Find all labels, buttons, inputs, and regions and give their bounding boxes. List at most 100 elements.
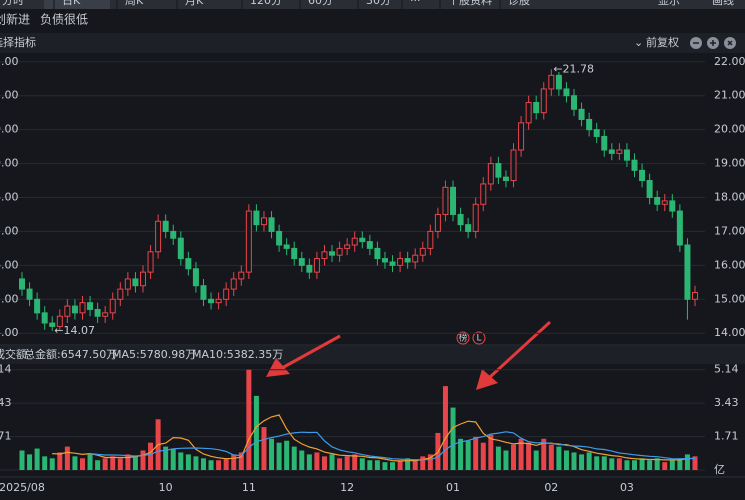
candle-body [586,118,593,131]
y-tick-label-left: 17.00 [0,224,19,237]
candle-body [480,183,487,205]
x-tick-label: 02 [544,481,558,494]
volume-bar [306,454,312,470]
candle-body [102,312,109,317]
candle-body [306,264,313,273]
volume-bar [480,442,486,470]
volume-bar [269,438,275,470]
candle-body [329,251,336,256]
y-tick-label-left: 16.00 [0,258,19,271]
candle-body [283,244,290,249]
tab[interactable]: 月K [185,0,204,7]
volume-bar [601,456,607,470]
tab[interactable]: 120分 [250,0,282,7]
candle-body [359,237,366,243]
candle-body [563,88,570,97]
tag: 负债很低 [40,13,88,27]
y-tick-label: 16.00 [714,258,745,271]
candle-body [41,312,48,324]
candle-body [533,102,540,114]
candle-body [26,288,33,300]
volume-bar [163,446,169,470]
marker-ring [456,331,470,345]
candle-body [434,213,441,232]
candle-body [623,149,630,161]
tab[interactable]: 日K [62,0,81,7]
tab[interactable]: 诊股 [508,0,530,7]
candle-body [442,186,449,215]
tab[interactable]: 个股资料 [448,0,492,7]
candle-body [404,258,411,263]
candle-body [87,302,94,310]
volume-bar [450,407,456,470]
candle-body [616,149,623,154]
volume-bar [200,458,206,470]
tab[interactable]: ··· [410,0,421,7]
volume-bar [238,452,244,470]
candle-body [298,258,305,266]
volume-bar [170,448,176,470]
tab[interactable]: 画线 [712,0,734,7]
candle-body [495,163,502,178]
candle-body [117,288,124,300]
tab-active [44,0,110,9]
volume-bar [231,454,237,470]
tab[interactable]: 60分 [308,0,333,7]
volume-bar [216,460,222,470]
y-tick-label: 18.00 [714,191,745,204]
tab[interactable]: 30分 [366,0,391,7]
volume-bar [639,458,645,470]
volume-bar [276,442,282,470]
volume-bar [420,456,426,470]
candle-body [56,315,63,327]
volume-bar [624,460,630,470]
volume-bar [367,460,373,470]
tab[interactable]: 周K [125,0,144,7]
y-tick-label: 17.00 [714,224,745,237]
candle-body [64,305,71,317]
tab[interactable]: 显示 [658,0,680,7]
volume-bar [684,454,690,470]
y-tick-label: 22.00 [714,55,745,68]
volume-bar [465,440,471,470]
candle-body [669,200,676,212]
volume-bar [125,454,131,470]
candle-body [381,258,388,263]
indicator-select[interactable]: 选择指标 [0,35,36,49]
volume-bar [49,458,55,470]
volume-bar [677,458,683,470]
tab[interactable]: 分时 [2,0,24,7]
volume-bar [19,450,25,470]
volume-bar [571,452,577,470]
price-annotation: ←14.07 [54,324,95,337]
candle-body [684,244,691,300]
y-tick-label: 14.00 [714,326,745,339]
y-tick-label: 15.00 [714,292,745,305]
y-tick-label: 21.00 [714,89,745,102]
candle-body [510,149,517,182]
volume-bar [541,438,547,470]
volume-bar [253,395,259,470]
candle-body [412,254,419,263]
candle-body [389,261,396,266]
volume-bar [140,450,146,470]
l-marker[interactable]: L [476,334,481,344]
candle-body [208,298,215,304]
indicator-bar [0,33,745,53]
candle-body [457,213,464,226]
rank-marker[interactable]: 榜 [458,332,467,344]
candle-body [139,271,146,287]
candle-body [472,203,479,232]
volume-bar [511,444,517,470]
candle-body [192,268,199,287]
volume-bar [556,446,562,470]
x-tick-label: 11 [242,481,256,494]
adjust-select[interactable]: 前复权 [646,35,679,49]
candle-body [593,129,600,137]
candle-body [147,251,154,273]
volume-bar [299,450,305,470]
volume-bar [193,456,199,470]
tab-bar [0,0,745,9]
candle-body [71,305,78,314]
volume-bar [284,440,290,470]
